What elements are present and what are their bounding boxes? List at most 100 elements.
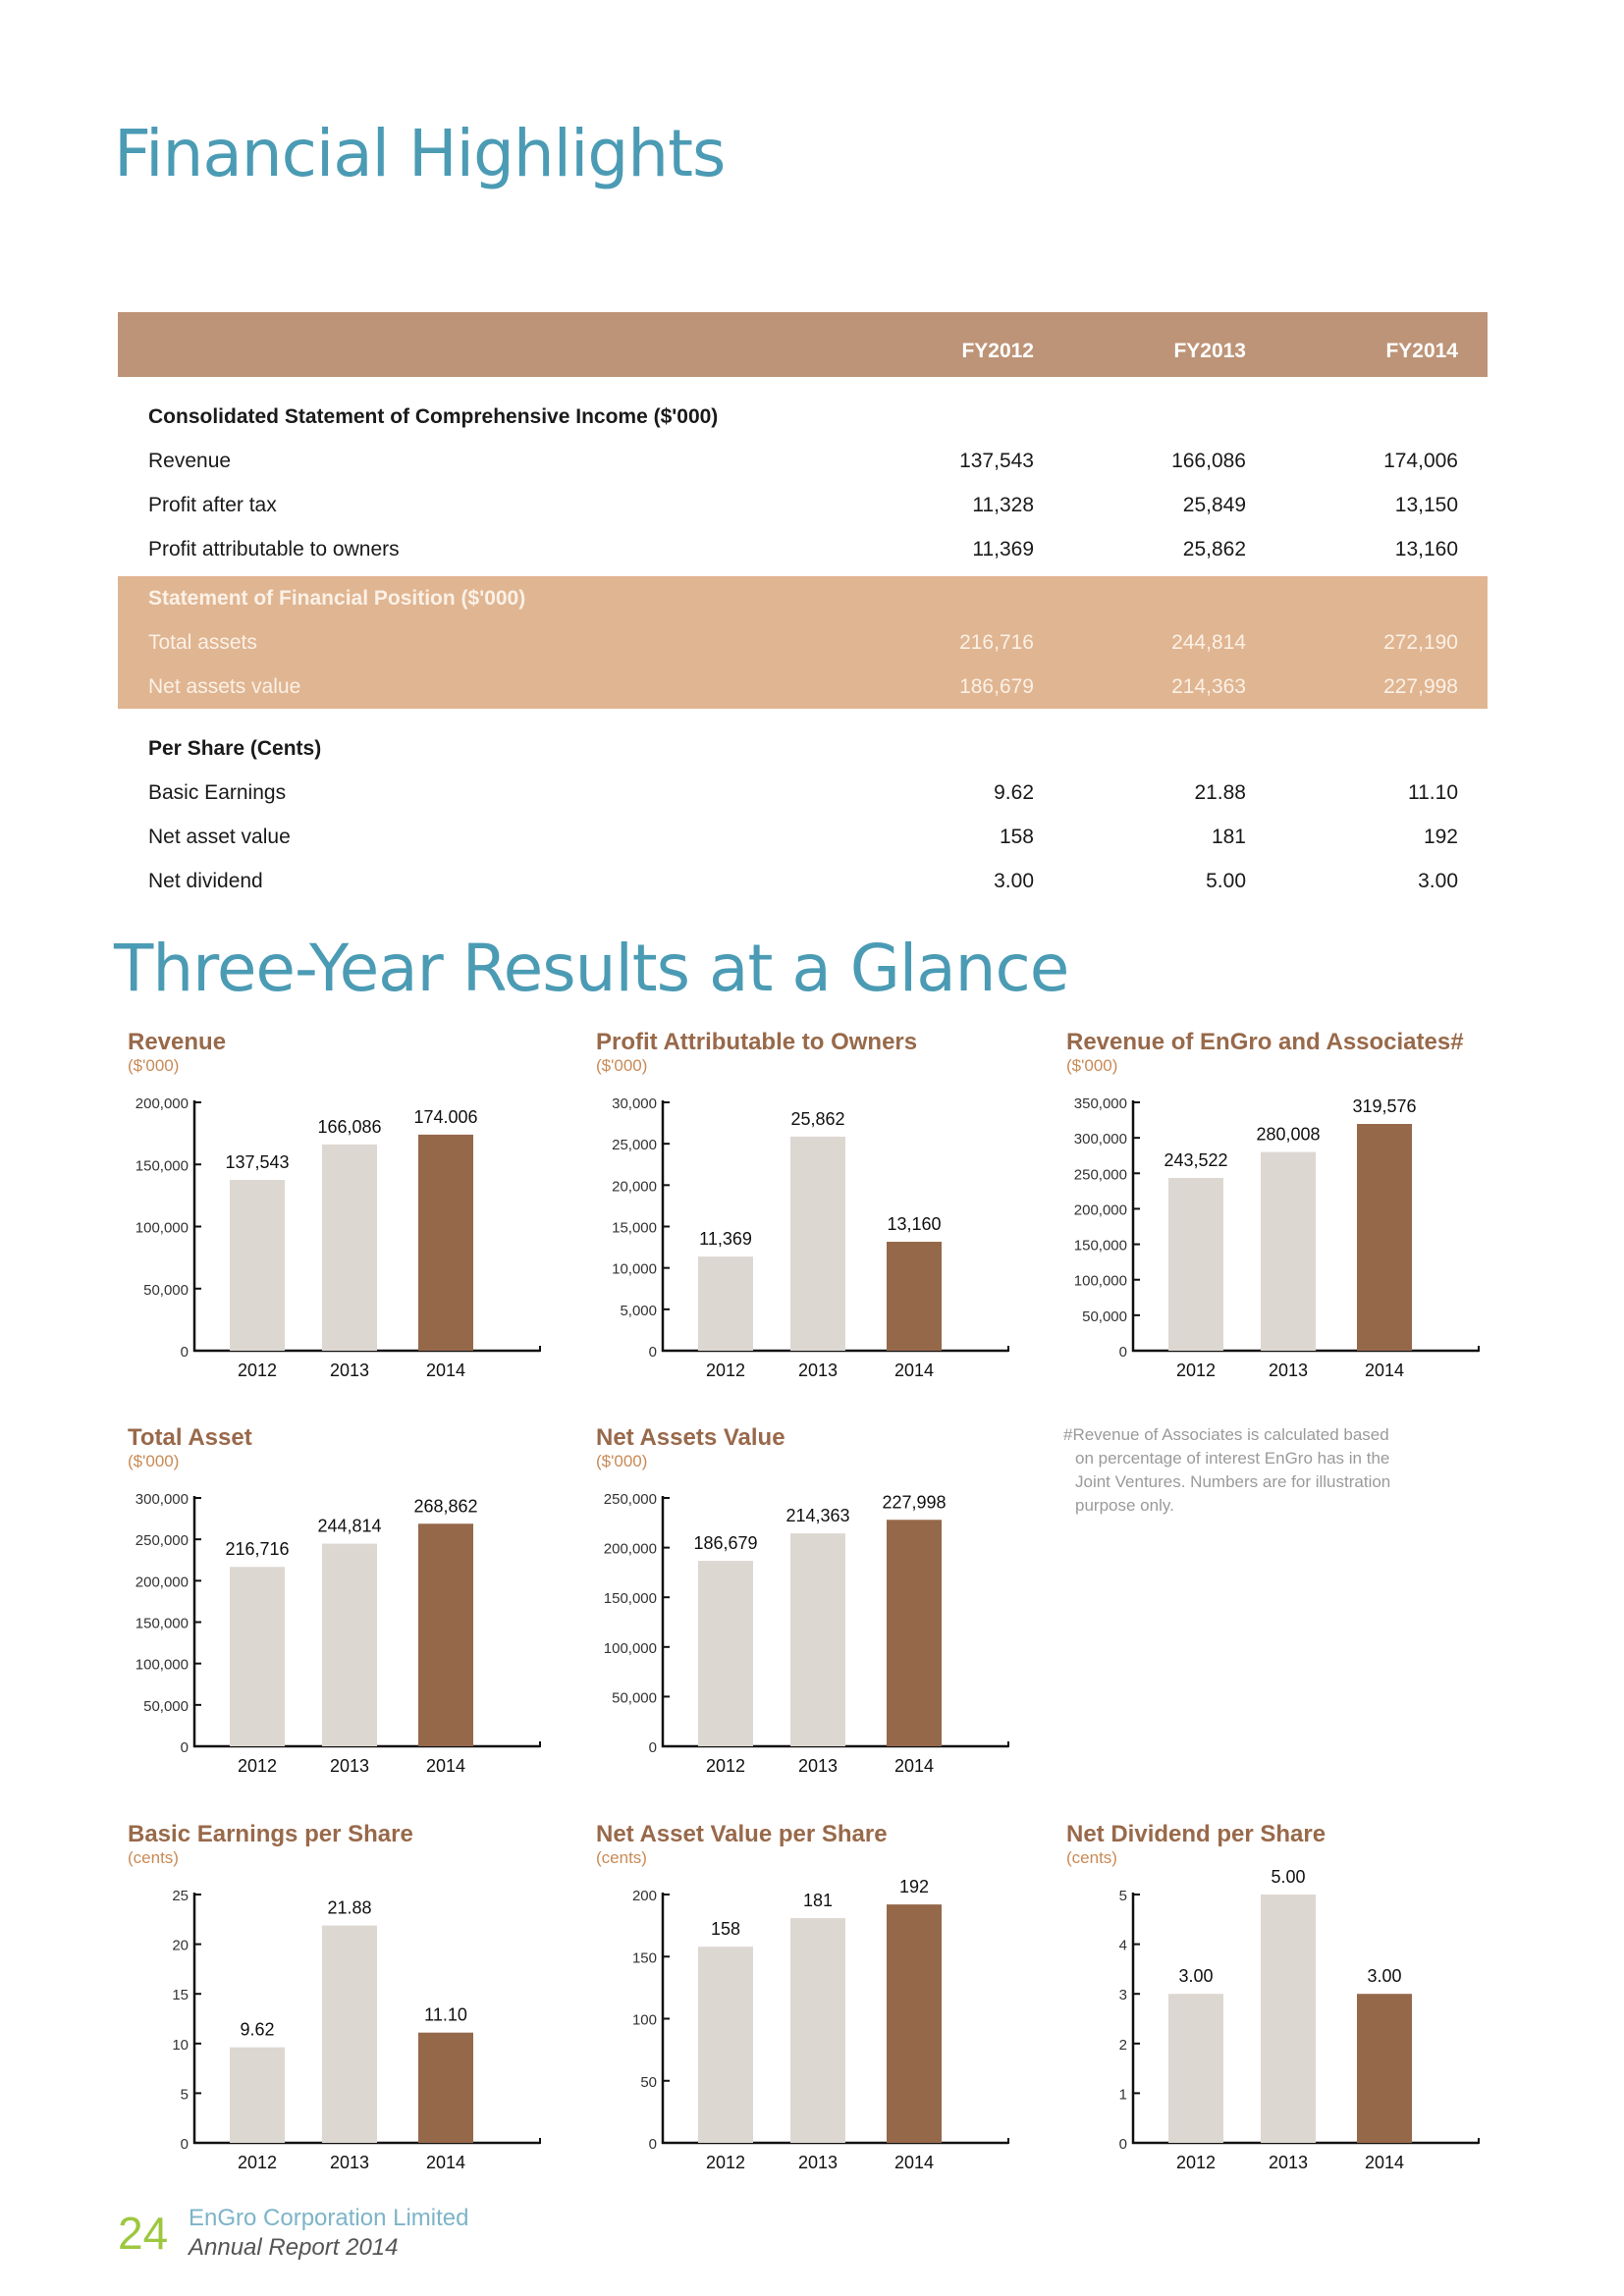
cell-value: 25,862: [1182, 537, 1246, 561]
bar: [790, 1533, 845, 1746]
y-tick-label: 0: [181, 2136, 189, 2153]
y-tick-label: 10: [172, 2037, 189, 2054]
bar: [322, 1925, 377, 2143]
y-tick-label: 200,000: [135, 1574, 189, 1590]
chart-plot: 0 1 2 3 4 5 3.00 2012 5.00 2013 3.00 2014: [1119, 1867, 1480, 2172]
net-assets-value-chart: Net Assets Value ($'000) 0 50,000 100,000 1…: [586, 1424, 1038, 1797]
revenue-engro-associates-chart: Revenue of EnGro and Associates# ($'000)…: [1056, 1029, 1508, 1402]
bar: [1168, 1994, 1223, 2143]
y-tick-label: 150,000: [604, 1590, 657, 1607]
table-row: Revenue 137,543 166,086 174,006: [118, 439, 1488, 483]
table-row: Total assets 216,716 244,814 272,190: [118, 620, 1488, 665]
report-title: Annual Report 2014: [189, 2234, 399, 2261]
cell-value: 216,716: [959, 630, 1034, 654]
net-dividend-per-share-chart: Net Dividend per Share (cents) 0 1 2 3 4 5 3.0…: [1056, 1821, 1508, 2194]
table-row: Net dividend 3.00 5.00 3.00: [118, 859, 1488, 903]
cell-value: 244,814: [1171, 630, 1246, 654]
page-number: 24: [118, 2208, 169, 2259]
data-label: 11.10: [424, 2005, 467, 2025]
y-tick-label: 50,000: [612, 1689, 657, 1706]
chart-unit: ($'000): [128, 1452, 180, 1470]
footnote-line: purpose only.: [1075, 1496, 1174, 1515]
cell-value: 158: [999, 825, 1034, 848]
x-tick-label: 2012: [706, 2153, 745, 2172]
data-label: 137,543: [225, 1152, 289, 1172]
chart-plot: 0 50,000 100,000 150,000 200,000 137,543 2012 1…: [135, 1095, 541, 1380]
data-label: 9.62: [240, 2020, 274, 2040]
y-tick-label: 20: [172, 1938, 189, 1954]
data-label: 243,522: [1164, 1150, 1227, 1170]
cell-value: 186,679: [959, 674, 1034, 698]
row-label: Profit after tax: [148, 493, 277, 516]
data-label: 244,814: [317, 1517, 381, 1536]
cell-value: 3.00: [1418, 869, 1458, 892]
table-row: Net assets value 186,679 214,363 227,998: [118, 665, 1488, 709]
chart-plot: 0 50,000 100,000 150,000 200,000 250,000 186,6…: [604, 1491, 1009, 1776]
y-tick-label: 100,000: [604, 1640, 657, 1657]
y-tick-label: 0: [649, 1739, 657, 1756]
chart-title: Net Dividend per Share: [1066, 1821, 1326, 1847]
cell-value: 13,160: [1394, 537, 1458, 561]
y-tick-label: 0: [1119, 2136, 1127, 2153]
chart-unit: (cents): [596, 1848, 647, 1867]
row-label: Profit attributable to owners: [148, 537, 400, 561]
y-tick-label: 200,000: [135, 1095, 189, 1112]
bar: [887, 1904, 942, 2143]
financial-highlights-table: FY2012 FY2013 FY2014 Consolidated Statem…: [118, 312, 1488, 903]
row-label: Net assets value: [148, 674, 301, 698]
bar: [1261, 1895, 1316, 2143]
row-label: Net dividend: [148, 869, 263, 892]
bar: [698, 1947, 753, 2143]
y-tick-label: 200,000: [1074, 1201, 1127, 1218]
x-tick-label: 2014: [426, 2153, 465, 2172]
chart-unit: ($'000): [596, 1452, 648, 1470]
chart-unit: ($'000): [596, 1056, 648, 1075]
bar: [698, 1561, 753, 1746]
y-tick-label: 200: [632, 1888, 657, 1904]
footnote-line: Joint Ventures. Numbers are for illustra…: [1075, 1472, 1391, 1491]
x-tick-label: 2013: [798, 1361, 838, 1380]
y-tick-label: 30,000: [612, 1095, 657, 1112]
x-tick-label: 2012: [706, 1756, 745, 1776]
y-tick-label: 1: [1119, 2086, 1127, 2103]
data-label: 227,998: [882, 1492, 946, 1512]
y-tick-label: 10,000: [612, 1261, 657, 1278]
x-tick-label: 2012: [1176, 1361, 1216, 1380]
data-label: 166,086: [317, 1117, 381, 1137]
y-tick-label: 50,000: [1082, 1308, 1127, 1325]
total-asset-chart: Total Asset ($'000) 0 50,000 100,000 150,00…: [118, 1424, 569, 1797]
y-tick-label: 25: [172, 1888, 189, 1904]
y-tick-label: 25,000: [612, 1137, 657, 1153]
company-name: EnGro Corporation Limited: [189, 2205, 469, 2231]
x-tick-label: 2013: [1269, 2153, 1308, 2172]
bar: [230, 1567, 285, 1746]
chart-unit: (cents): [1066, 1848, 1117, 1867]
chart-title: Revenue of EnGro and Associates#: [1066, 1029, 1464, 1055]
y-tick-label: 150,000: [1074, 1238, 1127, 1255]
footnote-line: #Revenue of Associates is calculated bas…: [1063, 1425, 1389, 1444]
section-heading-label: Per Share (Cents): [148, 736, 322, 760]
column-header: FY2014: [1385, 340, 1458, 362]
section-title: Three-Year Results at a Glance: [114, 931, 1069, 1006]
cell-value: 137,543: [959, 449, 1034, 472]
y-tick-label: 5: [1119, 1888, 1127, 1904]
x-tick-label: 2012: [238, 2153, 277, 2172]
table-row: Profit after tax 11,328 25,849 13,150: [118, 483, 1488, 527]
cell-value: 25,849: [1182, 493, 1246, 516]
x-tick-label: 2013: [330, 1756, 369, 1776]
chart-title: Total Asset: [128, 1424, 252, 1451]
y-tick-label: 250,000: [604, 1491, 657, 1508]
data-label: 319,576: [1352, 1096, 1416, 1116]
x-tick-label: 2014: [1365, 2153, 1404, 2172]
basic-earnings-per-share-chart: Basic Earnings per Share (cents) 0 5 10 15 2…: [118, 1821, 569, 2194]
row-label: Total assets: [148, 630, 257, 654]
section-heading: Consolidated Statement of Comprehensive …: [118, 395, 1488, 439]
y-tick-label: 0: [181, 1344, 189, 1361]
bar: [322, 1543, 377, 1746]
data-label: 181: [803, 1891, 833, 1910]
x-tick-label: 2014: [894, 1756, 934, 1776]
y-tick-label: 50,000: [143, 1282, 189, 1299]
y-tick-label: 250,000: [1074, 1166, 1127, 1183]
y-tick-label: 150,000: [135, 1157, 189, 1174]
x-tick-label: 2012: [238, 1756, 277, 1776]
